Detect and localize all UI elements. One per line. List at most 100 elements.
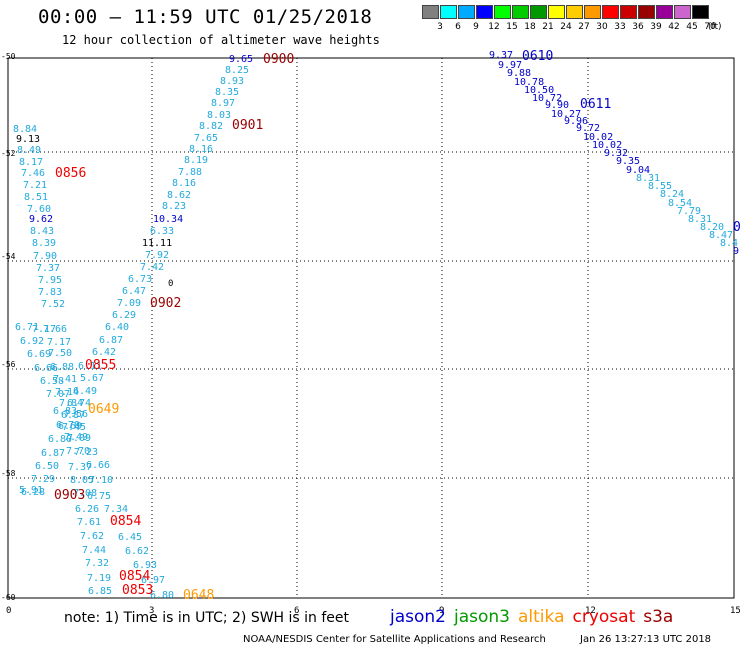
wave-height-value: 6.70 xyxy=(56,420,80,431)
longitude-label: 6 xyxy=(294,606,299,616)
wave-height-value: 9.62 xyxy=(29,214,53,225)
wave-height-value: 9.37 xyxy=(489,50,513,61)
wave-height-value: 7.70 xyxy=(66,446,90,457)
wave-height-value: 7.17 xyxy=(32,324,56,335)
colorbar-swatch xyxy=(638,5,655,19)
colorbar-swatch xyxy=(512,5,529,19)
wave-height-value: 7.62 xyxy=(80,531,104,542)
wave-height-value: 6.11 xyxy=(78,361,102,372)
wave-height-value: 8.51 xyxy=(24,192,48,203)
map-frame xyxy=(7,57,735,599)
credit-line: NOAA/NESDIS Center for Satellite Applica… xyxy=(243,634,546,645)
wave-height-value: 6.49 xyxy=(73,386,97,397)
wave-height-value: 7.56 xyxy=(64,409,88,420)
wave-height-value: 7.41 xyxy=(53,374,77,385)
island-marker: 0 xyxy=(168,279,173,289)
colorbar-swatch xyxy=(530,5,547,19)
wave-height-value: 6.92 xyxy=(20,336,44,347)
wave-height-value: 8.23 xyxy=(162,201,186,212)
wave-height-value: 9.72 xyxy=(576,123,600,134)
wave-height-value: 7.61 xyxy=(77,517,101,528)
wave-height-value: 7.08 xyxy=(73,488,97,499)
wave-height-value: 6.87 xyxy=(61,410,85,421)
colorbar-label: 9 xyxy=(473,22,479,32)
wave-height-value: 9.65 xyxy=(229,54,253,65)
wave-height-value: 8.54 xyxy=(668,198,692,209)
colorbar-label: 21 xyxy=(542,22,554,32)
wave-height-value: 10.34 xyxy=(153,214,183,225)
wave-height-value: 6.80 xyxy=(48,434,72,445)
wave-height-value: 6.33 xyxy=(150,226,174,237)
legend-cryosat: cryosat xyxy=(572,607,636,627)
colorbar-swatch xyxy=(440,5,457,19)
wave-height-value: 8.05 xyxy=(70,475,94,486)
axis-labels: -50 -52 -54 -56 -58 -60 0 3 6 9 12 15 xyxy=(1,52,740,616)
wave-height-value: 8.19 xyxy=(184,155,208,166)
wave-height-value: 10.27 xyxy=(551,109,581,120)
wave-height-value: 9.35 xyxy=(616,156,640,167)
wave-height-value: 8.35 xyxy=(215,87,239,98)
wave-height-value: 7.95 xyxy=(38,275,62,286)
pass-time-tag: 0649 xyxy=(88,402,119,417)
map-title: 00:00 – 11:59 UTC 01/25/2018 xyxy=(38,6,373,28)
wave-height-value: 6.45 xyxy=(118,532,142,543)
wave-height-value: 6.97 xyxy=(141,575,165,586)
wave-height-value: 7.83 xyxy=(38,287,62,298)
wave-height-value: 8.24 xyxy=(660,189,684,200)
colorbar-label: 70 xyxy=(704,22,716,32)
wave-height-value: 7.10 xyxy=(89,475,113,486)
pass-time-tag: 0902 xyxy=(150,296,181,311)
wave-height-value: 7.84 xyxy=(59,398,83,409)
pass-time-tag: 0900 xyxy=(263,52,294,67)
longitude-label: 12 xyxy=(585,606,596,616)
footer-note: note: 1) Time is in UTC; 2) SWH is in fe… xyxy=(64,610,350,626)
longitude-label: 0 xyxy=(6,606,11,616)
latitude-label: -60 xyxy=(1,593,16,602)
colorbar-swatch xyxy=(674,5,691,19)
wave-height-value: 8.43 xyxy=(30,226,54,237)
wave-height-value: 7.09 xyxy=(67,433,91,444)
wave-height-value: 7.07 xyxy=(46,389,70,400)
wave-height-value: 7.32 xyxy=(85,558,109,569)
wave-height-value: 6.88 xyxy=(50,362,74,373)
wave-height-value: 7.90 xyxy=(33,251,57,262)
colorbar-swatch xyxy=(692,5,709,19)
pass-time-tag: 0853 xyxy=(122,583,153,598)
wave-height-value: 8.47 xyxy=(709,230,733,241)
wave-height-value: 8.25 xyxy=(225,65,249,76)
map-subtitle: 12 hour collection of altimeter wave hei… xyxy=(62,33,380,47)
wave-height-value: 8.31 xyxy=(688,214,712,225)
wave-height-value: 6.69 xyxy=(27,349,51,360)
wave-height-tracks: 9.658.258.938.358.978.038.827.658.168.19… xyxy=(13,50,739,601)
wave-height-value: 7.66 xyxy=(43,324,67,335)
wave-height-value: 7.44 xyxy=(82,545,106,556)
wave-height-value: 6.66 xyxy=(34,363,58,374)
wave-height-value: 6.62 xyxy=(125,546,149,557)
wave-height-value: 7.29 xyxy=(31,474,55,485)
colorbar-unit: (ft) xyxy=(708,22,722,32)
wave-height-value: 8.97 xyxy=(211,98,235,109)
colorbar-swatch xyxy=(566,5,583,19)
colorbar-swatch xyxy=(548,5,565,19)
latitude-label: -50 xyxy=(1,52,16,61)
colorbar-label: 36 xyxy=(632,22,644,32)
wave-height-value: 8.17 xyxy=(19,157,43,168)
wave-height-value: 6.73 xyxy=(128,274,152,285)
wave-height-value: 6.69 xyxy=(58,421,82,432)
wave-height-value: 10.02 xyxy=(583,132,613,143)
wave-height-value: 7.37 xyxy=(68,462,92,473)
wave-height-value: 7.23 xyxy=(74,447,98,458)
wave-height-value: 7.52 xyxy=(41,299,65,310)
wave-height-value: 6.83 xyxy=(53,406,77,417)
wave-height-value: 8.16 xyxy=(189,144,213,155)
wave-height-value: 7.21 xyxy=(23,180,47,191)
colorbar-swatch xyxy=(620,5,637,19)
wave-height-value: 7.37 xyxy=(36,263,60,274)
wave-height-value: 7.34 xyxy=(104,504,128,515)
colorbar-label: 42 xyxy=(668,22,680,32)
wave-height-value: 8.49 xyxy=(17,145,41,156)
wave-height-value: 7.17 xyxy=(47,337,71,348)
wave-height-value: 7.79 xyxy=(677,206,701,217)
latitude-label: -58 xyxy=(1,469,16,478)
